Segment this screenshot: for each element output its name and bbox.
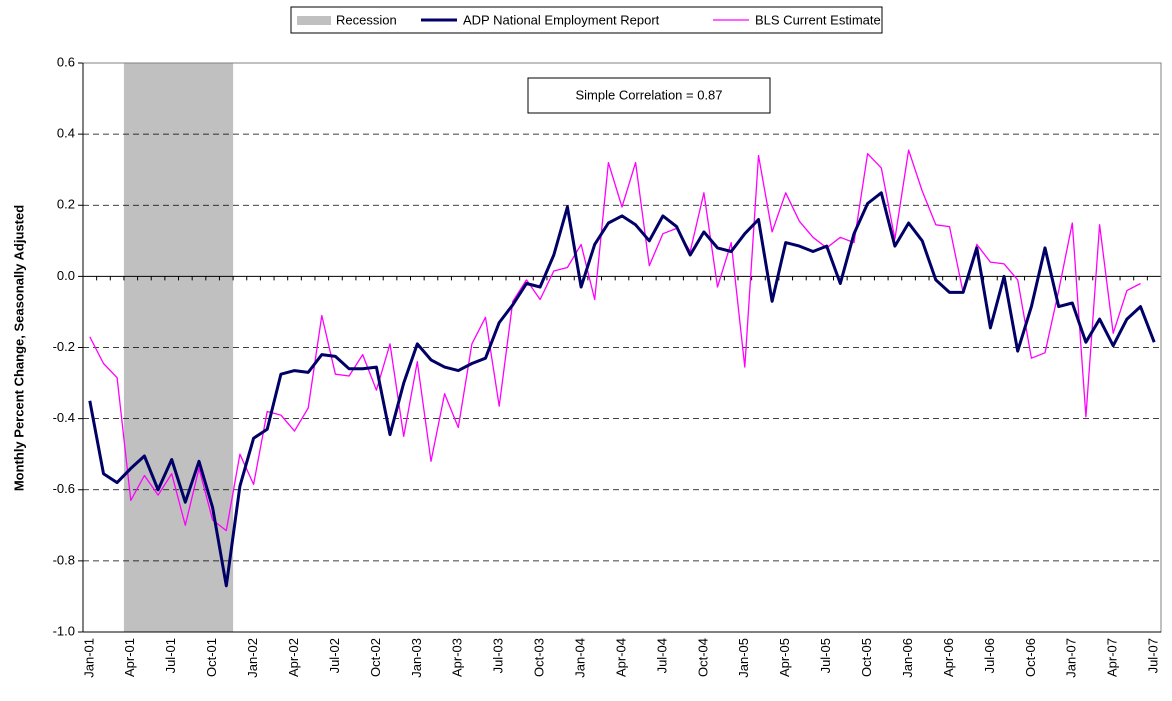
x-tick-label: Apr-04 (613, 638, 628, 677)
x-tick-label: Jan-04 (573, 638, 588, 678)
x-tick-label: Jan-05 (736, 638, 751, 678)
x-tick-label: Jul-02 (327, 638, 342, 673)
x-tick-label: Jul-07 (1146, 638, 1161, 673)
x-tick-label: Apr-02 (286, 638, 301, 677)
x-tick-label: Jul-05 (818, 638, 833, 673)
y-tick-label: -0.6 (53, 481, 75, 496)
x-tick-label: Apr-06 (941, 638, 956, 677)
y-tick-label: -0.2 (53, 339, 75, 354)
x-tick-label: Oct-02 (368, 638, 383, 677)
series-line (88, 191, 1156, 588)
y-tick-label: -1.0 (53, 623, 75, 638)
y-tick-label: -0.8 (53, 552, 75, 567)
x-tick-label: Jul-01 (163, 638, 178, 673)
legend-swatch (297, 16, 331, 25)
x-tick-label: Oct-06 (1023, 638, 1038, 677)
x-tick-label: Jan-03 (409, 638, 424, 678)
x-tick-label: Jan-02 (245, 638, 260, 678)
x-tick-label: Oct-01 (204, 638, 219, 677)
x-tick-label: Apr-01 (122, 638, 137, 677)
x-tick-label: Apr-07 (1105, 638, 1120, 677)
x-tick-label: Jan-01 (81, 638, 96, 678)
y-tick-label: 0.2 (57, 197, 75, 212)
legend-label: BLS Current Estimate (755, 12, 881, 27)
x-tick-label: Oct-03 (532, 638, 547, 677)
legend-label: Recession (336, 12, 397, 27)
y-tick-label: 0.0 (57, 268, 75, 283)
annotation: Simple Correlation = 0.87 (575, 87, 722, 102)
x-tick-label: Apr-05 (777, 638, 792, 677)
x-tick-label: Oct-05 (859, 638, 874, 677)
x-tick-label: Jan-06 (900, 638, 915, 678)
x-tick-label: Jul-04 (654, 638, 669, 673)
x-tick-label: Jan-07 (1064, 638, 1079, 678)
y-tick-label: -0.4 (53, 410, 75, 425)
x-tick-label: Oct-04 (695, 638, 710, 677)
series-line (89, 149, 1141, 532)
x-tick-label: Jul-03 (491, 638, 506, 673)
y-tick-label: 0.4 (57, 126, 75, 141)
legend-box (290, 6, 883, 34)
y-tick-label: 0.6 (57, 54, 75, 69)
legend-label: ADP National Employment Report (463, 12, 660, 27)
x-tick-label: Jul-06 (982, 638, 997, 673)
x-tick-label: Apr-03 (450, 638, 465, 677)
y-axis-title: Monthly Percent Change, Seasonally Adjus… (11, 205, 26, 491)
annotation-box (527, 77, 771, 114)
